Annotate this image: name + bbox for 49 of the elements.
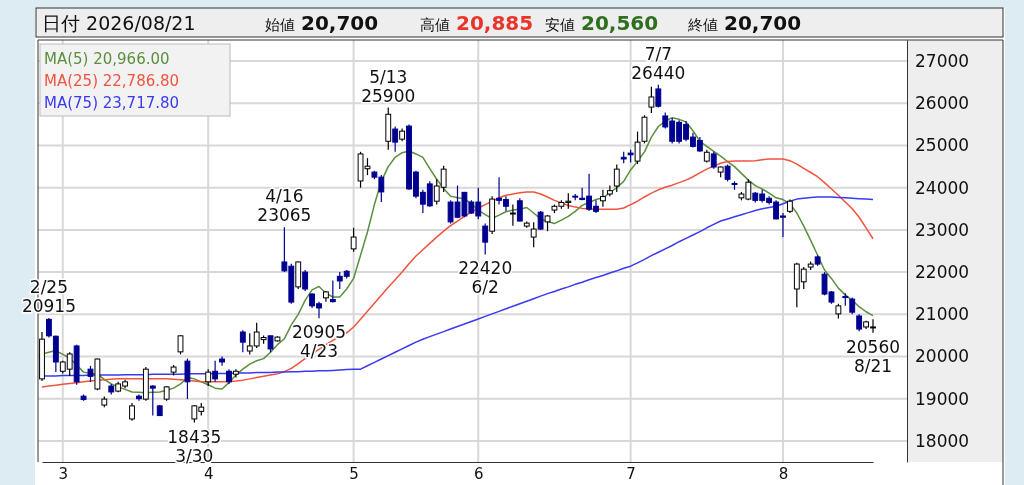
candlestick	[184, 358, 191, 400]
candlestick	[482, 222, 489, 255]
candlestick	[232, 368, 239, 379]
candlestick	[530, 221, 537, 248]
y-tick-label: 20000	[915, 346, 970, 367]
y-tick-label: 24000	[915, 177, 970, 198]
candlestick	[136, 393, 142, 402]
candlestick	[177, 334, 184, 355]
y-tick-label: 19000	[915, 388, 970, 409]
candlestick	[613, 163, 620, 193]
annotation: 2/25 20915	[21, 276, 76, 316]
y-tick-label: 26000	[915, 93, 970, 114]
annotation: 22420 6/2	[458, 258, 513, 298]
candlestick	[600, 189, 606, 208]
candlestick	[149, 384, 156, 417]
candlestick	[648, 86, 655, 114]
x-tick-label: 6	[474, 464, 484, 483]
y-tick-label: 22000	[915, 262, 970, 283]
text: 安値 20,560	[545, 11, 659, 35]
candlestick	[516, 197, 523, 223]
x-tick-label: 4	[203, 464, 214, 483]
x-tick-label: 5	[349, 464, 359, 483]
legend-panel: MA(5) 20,966.00 MA(25) 22,786.80 MA(75) 23,717.80	[39, 43, 231, 117]
y-tick-label: 21000	[915, 304, 970, 325]
candlestick	[46, 317, 52, 339]
annotation: 7/7 26440	[631, 43, 686, 83]
text: 高値 20,885	[420, 11, 534, 35]
candlestick	[350, 227, 357, 253]
candlestick	[509, 203, 516, 227]
y-tick-label: 27000	[915, 51, 970, 72]
y-tick-label: 25000	[915, 135, 970, 156]
y-tick-label: 18000	[915, 430, 970, 451]
candlestick	[302, 269, 309, 292]
x-tick-label: 7	[626, 464, 636, 483]
candlestick	[655, 84, 662, 109]
annotation: 5/13 25900	[361, 66, 416, 106]
annotation: 20560 8/21	[845, 336, 901, 376]
chart-title: 日付 2026/08/21	[42, 12, 196, 34]
x-tick-label: 3	[58, 464, 69, 483]
text: 始値 20,700	[265, 11, 379, 35]
x-tick-label: 8	[778, 464, 789, 483]
y-tick-label: 23000	[915, 219, 970, 240]
candlestick	[212, 360, 219, 383]
candlestick	[537, 210, 544, 231]
text: 終値 20,700	[687, 11, 802, 35]
annotation: 4/16 23065	[257, 186, 312, 226]
candlestick	[392, 125, 399, 153]
annotation: 18435 3/30	[167, 426, 222, 466]
candlestick	[239, 329, 246, 353]
